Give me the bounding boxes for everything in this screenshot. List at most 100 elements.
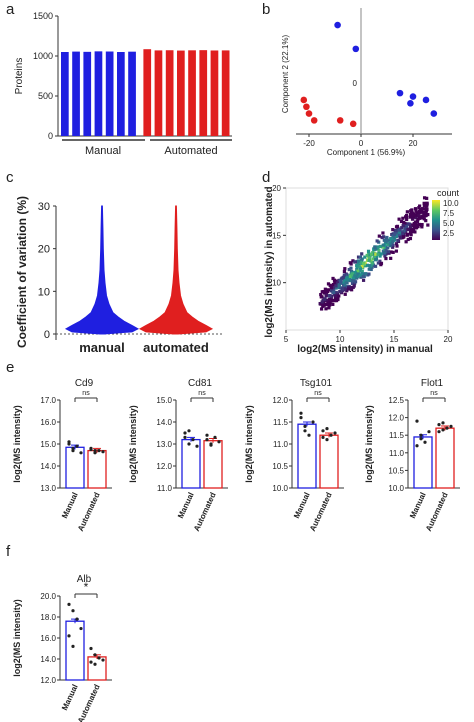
density-cell (338, 290, 343, 294)
sig-label: ns (314, 390, 322, 397)
density-cell (362, 262, 366, 266)
scatter-point (349, 120, 357, 128)
density-cell (418, 216, 422, 220)
density-cell (425, 202, 429, 206)
y-tick-label: 15 (272, 231, 281, 240)
data-point (93, 653, 97, 657)
bar (177, 50, 185, 137)
y-tick-label: 10.5 (388, 466, 404, 475)
y-tick-label: 15.0 (156, 396, 172, 405)
data-point (217, 440, 221, 444)
density-cell (371, 257, 376, 261)
density-cell (353, 260, 357, 264)
bar (203, 440, 223, 489)
density-cell (327, 306, 331, 310)
density-cell (393, 232, 397, 236)
density-cell (408, 231, 413, 235)
data-point (205, 438, 209, 442)
density-cell (321, 290, 325, 294)
density-cell (363, 255, 367, 259)
bar (319, 434, 339, 489)
data-point (187, 442, 191, 446)
bar (61, 52, 69, 136)
data-point (67, 634, 71, 638)
data-point (89, 446, 93, 450)
data-point (299, 416, 303, 420)
density-cell (409, 225, 413, 229)
data-point (325, 427, 329, 431)
density-cell (328, 294, 332, 298)
density-cell (359, 260, 363, 264)
y-axis-label: Proteins (14, 58, 25, 95)
y-tick-label: 11.0 (273, 440, 289, 449)
density-cell (364, 272, 368, 276)
density-cell (365, 253, 369, 258)
density-cell (326, 289, 330, 294)
density-cell (424, 219, 428, 223)
density-cell (334, 292, 339, 296)
category-label: Automated (424, 491, 450, 533)
data-point (441, 428, 445, 432)
category-label: Manual (60, 683, 80, 712)
density-cell (424, 204, 428, 208)
density-cell (329, 298, 333, 303)
density-cell (400, 226, 404, 230)
category-label: Automated (76, 491, 102, 533)
density-cell (377, 234, 381, 238)
panel-e3: 10.0 10.5 11.0 11.5 12.0 Tsg101 log2(MS intens… (244, 378, 344, 533)
data-point (93, 451, 97, 455)
data-point (71, 609, 75, 613)
density-cell (350, 273, 355, 277)
density-cell (394, 249, 398, 253)
density-cell (357, 265, 361, 269)
density-cell (326, 301, 330, 305)
density-cell (420, 214, 424, 218)
density-cell (416, 217, 420, 222)
density-cell (425, 196, 429, 200)
density-cell (408, 212, 413, 216)
panel-letter-f: f (6, 543, 11, 560)
density-cell (384, 239, 388, 243)
density-cell (356, 269, 360, 273)
density-cell (424, 210, 428, 214)
data-point (93, 662, 97, 666)
data-point (311, 420, 315, 424)
y-tick-label: 10.0 (388, 484, 404, 493)
density-cell (408, 215, 412, 219)
sig-label: ns (82, 390, 90, 397)
density-cell (419, 208, 424, 212)
density-cell (351, 259, 355, 263)
data-point (67, 602, 71, 607)
density-cell (395, 244, 399, 248)
density-cell (372, 247, 376, 252)
density-cell (397, 234, 401, 238)
category-label: Manual (176, 491, 196, 520)
density-cell (358, 273, 362, 277)
y-axis-label: log2(MS intensity) (128, 405, 138, 483)
density-cell (412, 212, 416, 216)
y-tick-label: 11.5 (389, 431, 405, 440)
legend-tick-label: 2.5 (443, 229, 455, 238)
density-cell (328, 283, 332, 287)
density-cell (319, 302, 324, 306)
y-tick-label: 18.0 (40, 613, 56, 622)
panel-e1: 13.0 14.0 15.0 16.0 17.0 Cd9 log2(MS intensity… (12, 378, 112, 533)
density-cell (324, 307, 328, 311)
data-point (419, 433, 423, 437)
density-cell (413, 223, 417, 228)
density-cell (340, 287, 344, 291)
data-point (325, 438, 329, 442)
density-cell (401, 216, 405, 220)
density-cell (350, 288, 354, 292)
density-cell (409, 209, 413, 213)
density-cell (407, 222, 411, 226)
density-cell (331, 285, 336, 289)
density-cell (367, 267, 371, 271)
bar (188, 50, 196, 136)
density-cell (385, 235, 389, 240)
data-point (427, 430, 431, 434)
density-cell (326, 288, 330, 292)
density-cell (383, 250, 387, 255)
density-cell (342, 273, 346, 277)
density-cell (323, 302, 327, 307)
